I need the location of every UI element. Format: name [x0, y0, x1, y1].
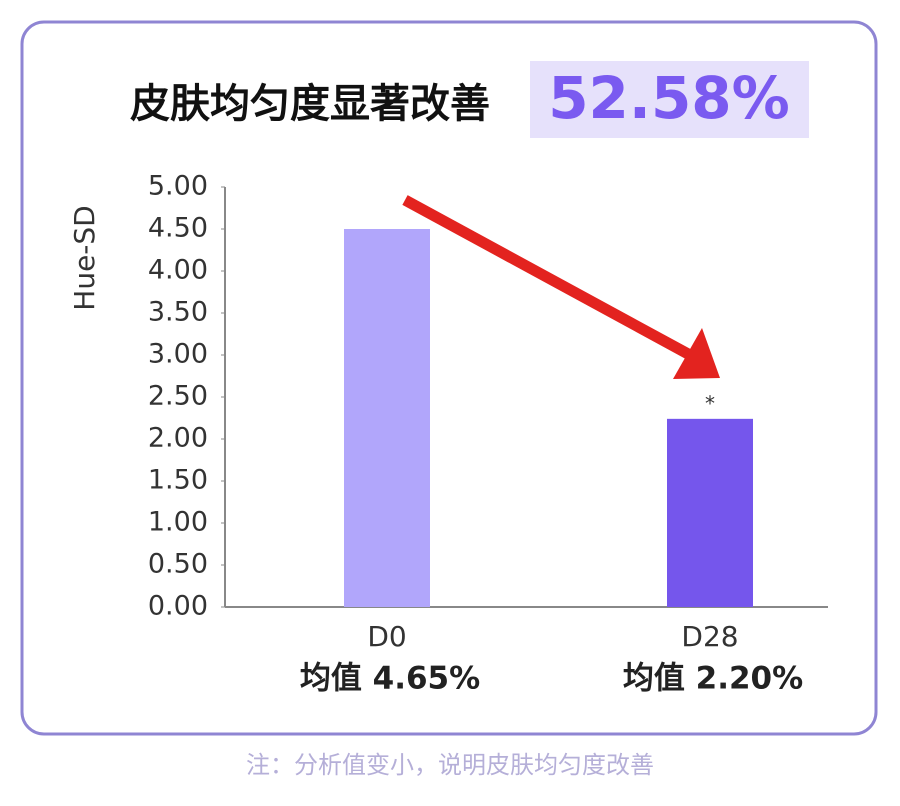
y-tick-label: 1.00 [148, 507, 208, 538]
bar [344, 229, 430, 607]
y-tick-label: 2.00 [148, 423, 208, 454]
bar [667, 418, 753, 607]
y-tick-label: 1.50 [148, 465, 208, 496]
mean-label: 均值 4.65% [300, 661, 480, 697]
arrow-shaft [402, 195, 693, 360]
highlight: 52.58% [548, 64, 790, 132]
y-tick-label: 5.00 [148, 171, 208, 202]
highlight-box [530, 61, 809, 138]
chart-title: 皮肤均匀度显著改善 [130, 81, 490, 127]
x-tick-label: D28 [681, 620, 738, 653]
y-axis-label: Hue-SD [68, 205, 101, 310]
note: 注：分析值变小，说明皮肤均匀度改善 [246, 751, 654, 779]
y-tick-label: 0.50 [148, 549, 208, 580]
y-tick-label: 4.00 [148, 255, 208, 286]
arrow-head [673, 328, 720, 379]
y-tick-label: 3.50 [148, 297, 208, 328]
y-tick-label: 2.50 [148, 381, 208, 412]
x-tick-label: D0 [367, 620, 406, 653]
significance: * [705, 391, 715, 415]
arrow [402, 195, 720, 379]
y-tick-label: 3.00 [148, 339, 208, 370]
y-tick-label: 4.50 [148, 213, 208, 244]
y-tick-label: 0.00 [148, 591, 208, 622]
mean-label: 均值 2.20% [623, 661, 803, 697]
frame [20, 20, 878, 736]
